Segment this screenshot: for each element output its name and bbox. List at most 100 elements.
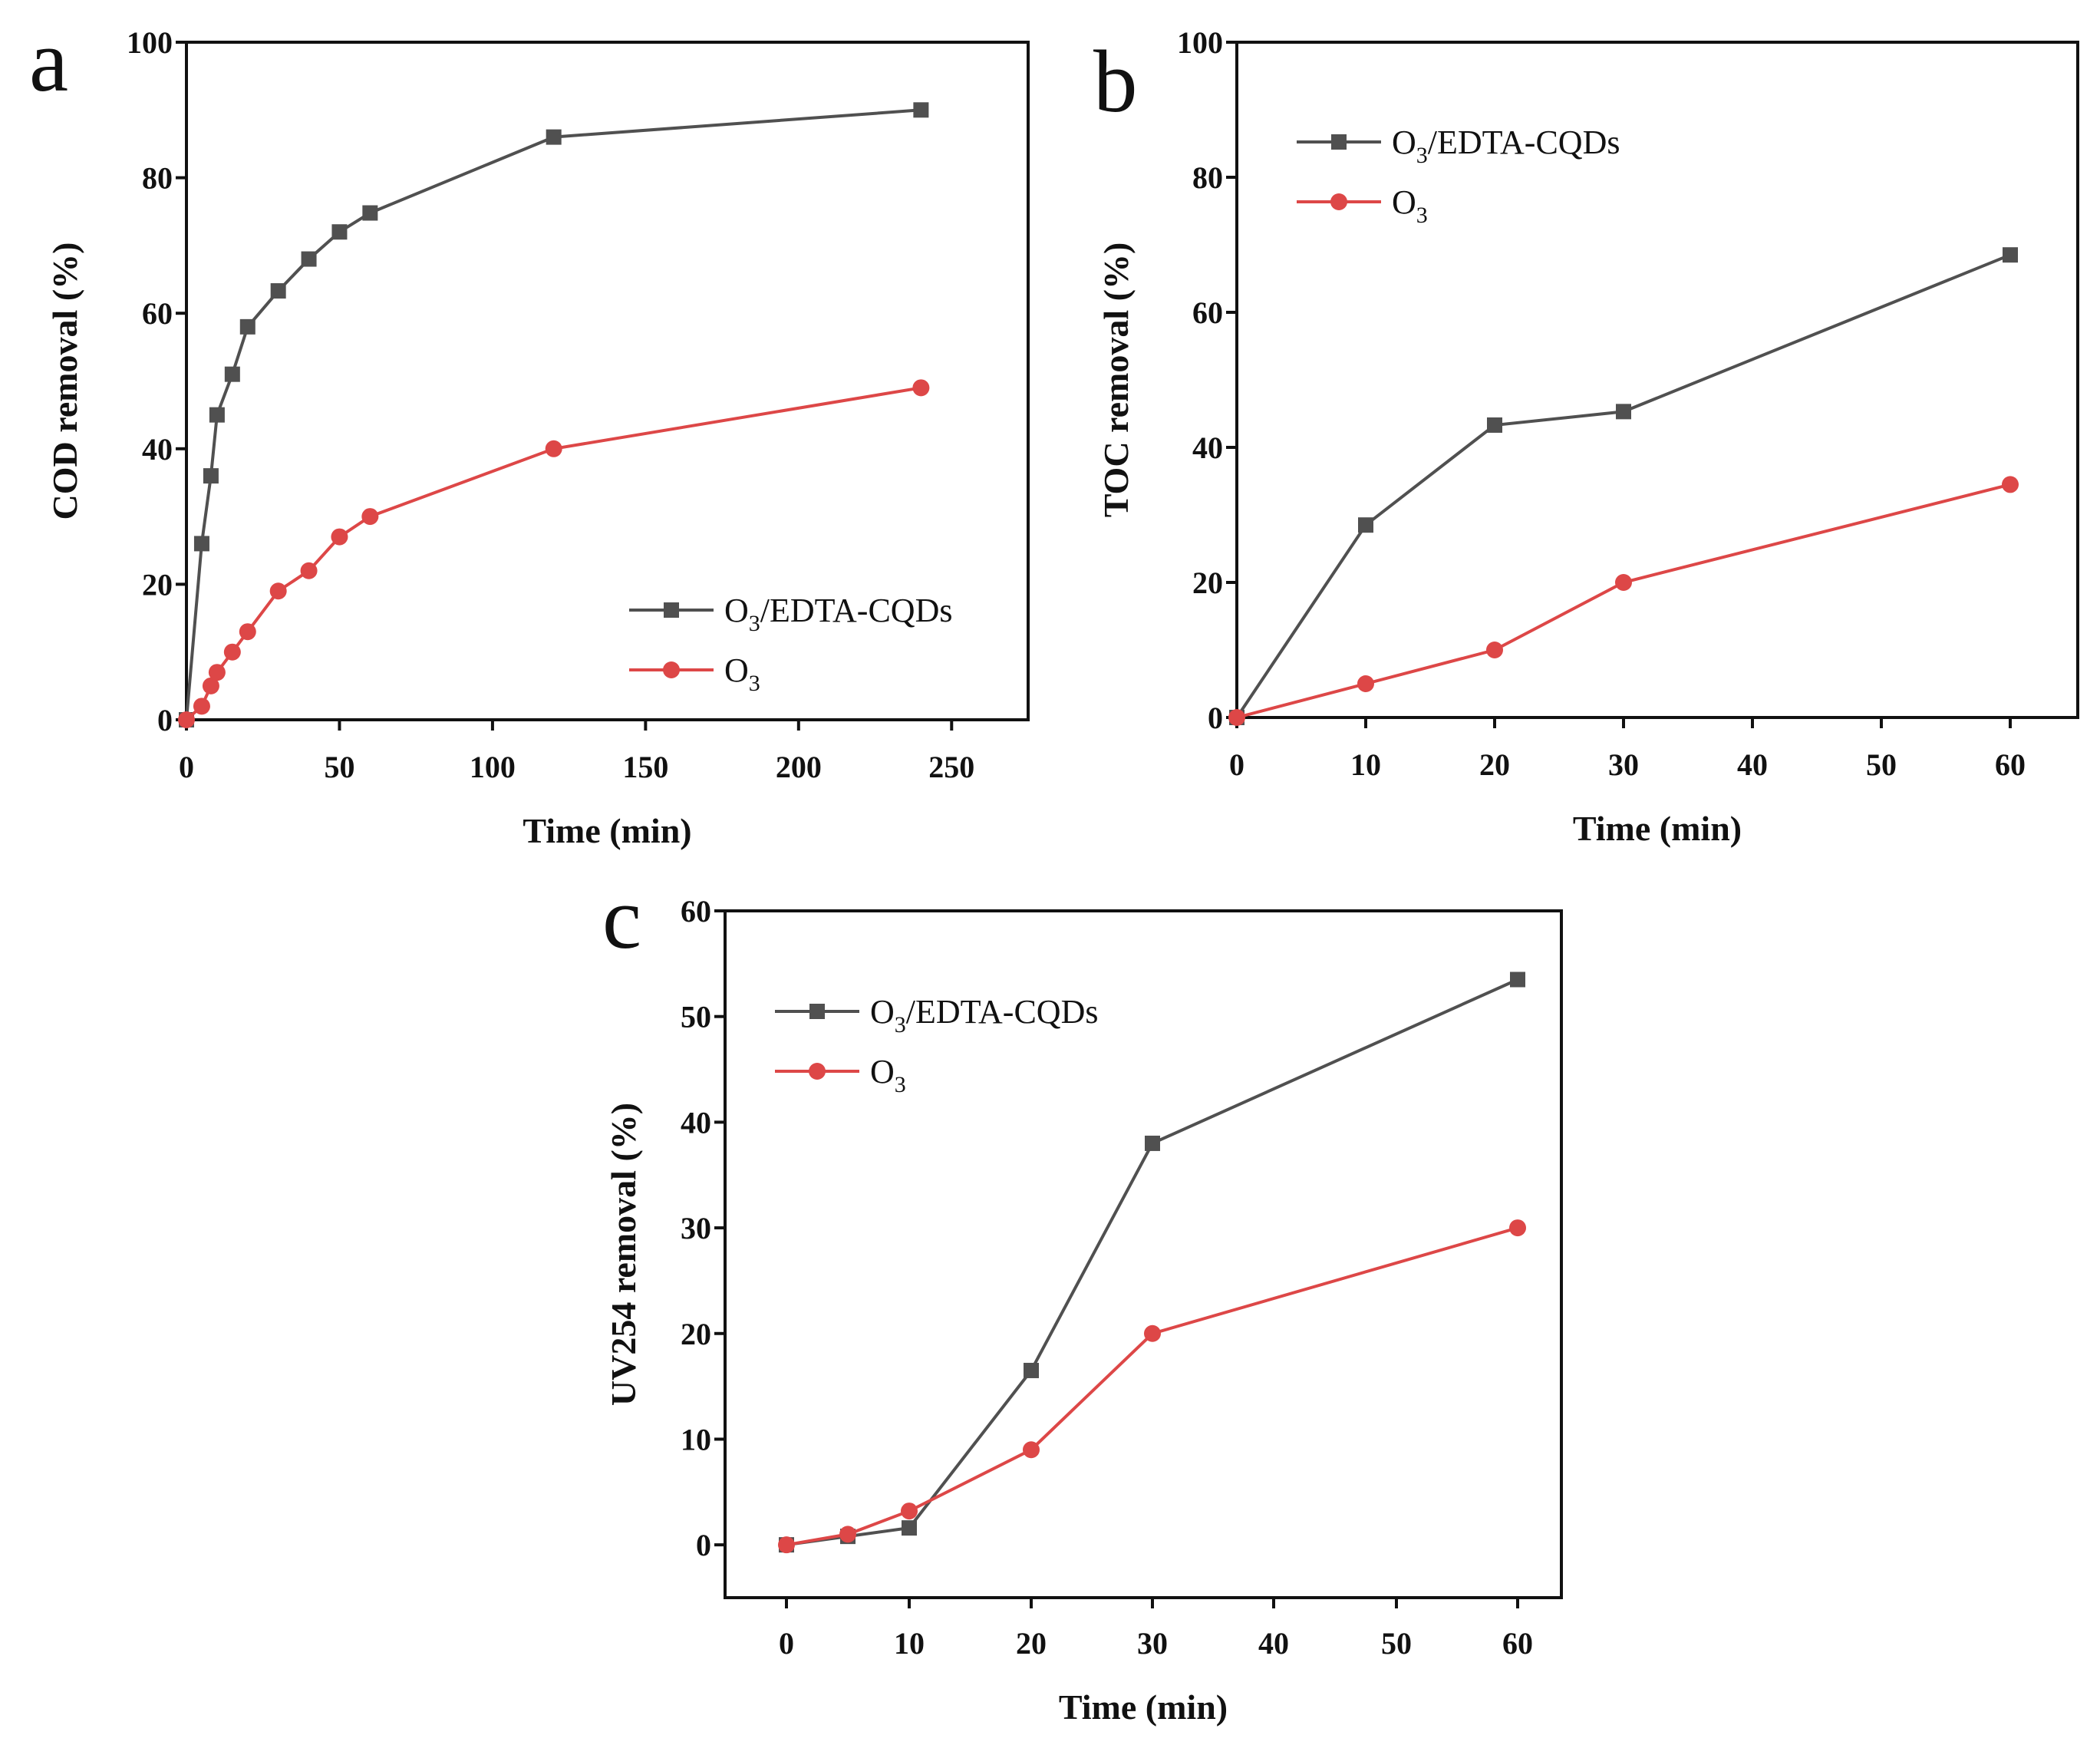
x-tick-label: 10: [894, 1626, 925, 1661]
series-1-marker: [2003, 247, 2018, 263]
series-1-marker: [239, 318, 255, 335]
y-tick-label: 60: [681, 894, 711, 929]
panel-letter: a: [29, 12, 68, 110]
series-2-marker: [1357, 675, 1374, 692]
y-tick-label: 20: [681, 1317, 711, 1351]
y-tick-label: 100: [127, 25, 173, 60]
x-tick-label: 100: [470, 750, 516, 784]
legend-label: O3/EDTA-CQDs: [724, 592, 952, 636]
series-2-marker: [778, 1536, 795, 1554]
x-axis-title: Time (min): [523, 811, 691, 850]
x-tick-label: 10: [1350, 747, 1381, 782]
legend-marker: [664, 602, 679, 618]
x-tick-label: 0: [1229, 747, 1245, 782]
y-tick-label: 100: [1177, 25, 1223, 60]
series-2-marker: [202, 677, 219, 694]
series-2-marker: [1486, 642, 1503, 658]
x-tick-label: 250: [928, 750, 974, 784]
series-1-marker: [1487, 417, 1502, 433]
series-1-marker: [1616, 404, 1631, 420]
x-tick-label: 20: [1479, 747, 1510, 782]
series-1-marker: [193, 536, 209, 552]
series-1-marker: [913, 102, 929, 118]
x-tick-label: 150: [622, 750, 668, 784]
legend-marker: [1330, 193, 1347, 210]
x-tick-label: 60: [1995, 747, 2026, 782]
legend-label: O3: [724, 651, 760, 696]
y-tick-label: 0: [1208, 701, 1223, 735]
x-tick-label: 0: [779, 1626, 794, 1661]
x-axis-title: Time (min): [1059, 1687, 1228, 1727]
series-2-marker: [361, 508, 379, 526]
series-2-marker: [912, 379, 930, 397]
series-1-marker: [209, 407, 225, 423]
x-tick-label: 200: [776, 750, 822, 784]
series-2-marker: [839, 1526, 856, 1543]
legend-marker: [809, 1063, 826, 1080]
series-2-marker: [545, 440, 562, 457]
series-2-marker: [269, 582, 287, 600]
y-axis-title: TOC removal (%): [1096, 242, 1136, 518]
panel-a: a 0 20 40 60 80 100 0 50 100 150 200 250 Time (min) CO…: [29, 12, 1030, 850]
series-line-1: [1235, 253, 2011, 719]
series-1-marker: [270, 283, 286, 299]
y-axis-title: UV254 removal (%): [604, 1103, 643, 1406]
x-tick-label: 40: [1737, 747, 1768, 782]
panel-c: c 0 10 20 30 40 50 60 0 10 20 30 40 50 60 Time (min) UV2…: [602, 869, 1563, 1727]
y-tick-label: 20: [1192, 566, 1223, 600]
series-2-marker: [331, 528, 348, 546]
legend-marker: [1331, 134, 1347, 150]
series-2-marker: [1509, 1219, 1526, 1237]
x-tick-label: 30: [1608, 747, 1639, 782]
y-tick-label: 40: [681, 1105, 711, 1140]
series-2-marker: [1023, 1441, 1040, 1459]
plot-frame: [724, 909, 1563, 1599]
y-tick-label: 80: [1192, 160, 1223, 195]
series-line-2: [185, 386, 921, 721]
series-2-marker: [208, 664, 226, 681]
x-tick-label: 20: [1016, 1626, 1047, 1661]
series-2-marker: [1615, 574, 1632, 591]
series-1-marker: [331, 224, 348, 240]
series-2-marker: [239, 623, 256, 641]
series-2-marker: [2002, 476, 2019, 493]
plot-frame: [1235, 41, 2079, 719]
legend-label: O3: [870, 1053, 906, 1097]
series-2-marker: [901, 1503, 918, 1520]
y-tick-label: 20: [142, 567, 173, 602]
y-tick-label: 0: [157, 703, 173, 737]
series-line-1: [185, 108, 921, 721]
series-2-marker: [193, 698, 210, 715]
x-tick-label: 60: [1502, 1626, 1533, 1661]
series-2-marker: [1144, 1324, 1161, 1342]
y-tick-label: 40: [1192, 430, 1223, 465]
series-1-marker: [362, 205, 378, 221]
plot-frame: [185, 41, 1030, 721]
panel-letter: b: [1093, 33, 1138, 130]
series-1-marker: [1145, 1135, 1160, 1151]
y-axis-title: COD removal (%): [45, 242, 84, 520]
series-2-marker: [300, 562, 318, 579]
series-1-marker: [203, 468, 219, 484]
x-tick-label: 40: [1258, 1626, 1289, 1661]
legend-marker: [809, 1004, 825, 1019]
y-tick-label: 10: [681, 1422, 711, 1456]
series-1-marker: [224, 366, 240, 382]
y-tick-label: 50: [681, 1000, 711, 1034]
y-tick-label: 80: [142, 161, 173, 196]
legend-label: O3/EDTA-CQDs: [1392, 124, 1620, 168]
series-2-marker: [178, 711, 195, 728]
panel-letter: c: [602, 869, 641, 967]
legend-label: O3/EDTA-CQDs: [870, 993, 1098, 1037]
series-1-marker: [902, 1520, 917, 1536]
series-line-2: [786, 1226, 1518, 1547]
legend-label: O3: [1392, 183, 1428, 228]
series-1-marker: [1510, 971, 1525, 988]
series-line-1: [786, 978, 1518, 1547]
x-tick-label: 30: [1137, 1626, 1168, 1661]
series-1-marker: [1358, 517, 1373, 533]
series-line-2: [1236, 483, 2011, 719]
series-2-marker: [223, 643, 241, 661]
x-tick-label: 0: [179, 750, 194, 784]
